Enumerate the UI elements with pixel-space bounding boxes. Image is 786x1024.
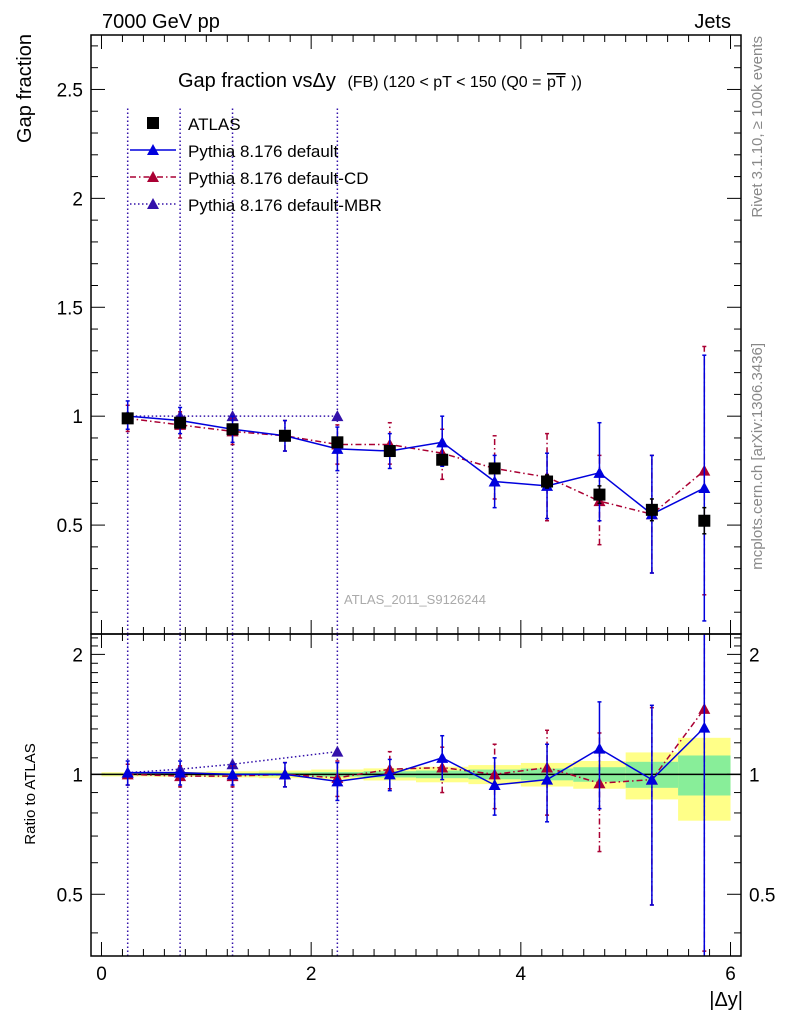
main-pythia-default-line bbox=[127, 415, 705, 516]
ratio-pythia-default-point bbox=[698, 721, 711, 733]
main-atlas-point bbox=[278, 429, 291, 442]
legend-label: ATLAS bbox=[188, 115, 241, 134]
ratio-ytick-label: 1 bbox=[72, 765, 83, 786]
ratio-pythia-default-point bbox=[121, 766, 134, 778]
main-pythia-default-point bbox=[698, 482, 711, 494]
ratio-ytick-label: 0.5 bbox=[57, 885, 83, 906]
header-left: 7000 GeV pp bbox=[102, 11, 220, 33]
legend-label: Pythia 8.176 default-MBR bbox=[188, 196, 382, 215]
main-ylabel: Gap fraction bbox=[14, 34, 36, 143]
ratio-pythia-default-point bbox=[331, 775, 344, 787]
ratio-ytick-label-right: 1 bbox=[749, 765, 760, 786]
legend: ATLAS Pythia 8.176 default Pythia 8.176 de… bbox=[130, 115, 382, 215]
ratio-ytick-label: 2 bbox=[72, 645, 83, 666]
main-title-overline: pT bbox=[547, 74, 566, 91]
main-ytick-label: 1.5 bbox=[57, 298, 83, 319]
main-ytick-label: 1 bbox=[72, 407, 83, 428]
ratio-pythia-default-point bbox=[488, 779, 501, 791]
main-ytick-label: 0.5 bbox=[57, 516, 83, 537]
main-title-end: )) bbox=[571, 74, 582, 91]
mcplots-label: mcplots.cern.ch [arXiv:1306.3436] bbox=[749, 343, 766, 570]
rivet-label: Rivet 3.1.10, ≥ 100k events bbox=[749, 36, 766, 218]
ratio-pythia-default-point bbox=[436, 751, 449, 763]
ratio-pythia-default-point bbox=[174, 766, 187, 778]
legend-label: Pythia 8.176 default bbox=[188, 142, 339, 161]
ratio-ytick-label-right: 2 bbox=[749, 645, 760, 666]
main-atlas-point bbox=[436, 453, 449, 466]
ratio-xtick-label: 2 bbox=[306, 964, 317, 985]
ratio-xlabel: |Δy| bbox=[709, 989, 743, 1011]
main-pythia-default-point bbox=[331, 442, 344, 454]
watermark: ATLAS_2011_S9126244 bbox=[344, 592, 486, 607]
main-pythia-default-mbr-point bbox=[331, 410, 344, 422]
main-atlas-point bbox=[645, 503, 658, 516]
legend-item-atlas: ATLAS bbox=[147, 115, 241, 134]
legend-item-pythia-default: Pythia 8.176 default bbox=[130, 142, 339, 161]
main-atlas-point bbox=[698, 514, 711, 527]
ratio-ytick-label-right: 0.5 bbox=[749, 885, 775, 906]
ratio-pythia-default-cd-series bbox=[121, 634, 711, 952]
main-atlas-point bbox=[488, 462, 501, 475]
legend-marker bbox=[147, 171, 159, 182]
main-atlas-point bbox=[331, 436, 344, 449]
main-atlas-point bbox=[383, 445, 396, 458]
ratio-pythia-default-point bbox=[383, 768, 396, 780]
ratio-pythia-default-cd-line bbox=[127, 708, 705, 784]
main-atlas-point bbox=[541, 475, 554, 488]
legend-marker bbox=[147, 144, 159, 155]
main-title-sub: (FB) (120 < pT < 150 (Q0 = bbox=[347, 74, 541, 91]
ratio-xtick-label: 6 bbox=[725, 964, 736, 985]
legend-item-pythia-default-cd: Pythia 8.176 default-CD bbox=[130, 169, 369, 188]
main-pythia-default-series bbox=[121, 354, 711, 622]
ratio-xtick-label: 0 bbox=[96, 964, 107, 985]
ratio-pythia-default-point bbox=[226, 768, 239, 780]
ratio-pythia-default-mbr-series bbox=[121, 634, 344, 956]
main-title-text: Gap fraction vsΔy bbox=[178, 70, 336, 92]
main-atlas-point bbox=[226, 423, 239, 436]
main-ytick-label: 2 bbox=[72, 189, 83, 210]
legend-item-pythia-default-mbr: Pythia 8.176 default-MBR bbox=[130, 196, 382, 215]
ratio-pythia-default-mbr-point bbox=[331, 745, 344, 757]
ratio-pythia-default-point bbox=[645, 773, 658, 785]
main-pythia-default-point bbox=[436, 436, 449, 448]
legend-marker bbox=[147, 117, 159, 129]
legend-label: Pythia 8.176 default-CD bbox=[188, 169, 369, 188]
main-atlas-point bbox=[174, 416, 187, 429]
main-pythia-default-cd-series bbox=[121, 345, 711, 596]
main-title: Gap fraction vsΔy (FB) (120 < pT < 150 (… bbox=[178, 70, 582, 92]
ratio-ylabel: Ratio to ATLAS bbox=[22, 743, 39, 844]
legend-marker bbox=[147, 198, 159, 209]
main-ytick-label: 2.5 bbox=[57, 80, 83, 101]
ratio-xtick-label: 4 bbox=[516, 964, 527, 985]
main-atlas-series bbox=[121, 412, 711, 535]
ratio-pythia-default-point bbox=[541, 773, 554, 785]
ratio-pythia-default-series bbox=[121, 634, 711, 956]
main-pythia-default-cd-line bbox=[127, 417, 705, 516]
main-pythia-default-point bbox=[488, 475, 501, 487]
main-atlas-point bbox=[593, 488, 606, 501]
ratio-pythia-default-line bbox=[127, 727, 705, 786]
ratio-pythia-default-point bbox=[593, 742, 606, 754]
header-right: Jets bbox=[694, 11, 731, 33]
main-pythia-default-point bbox=[593, 466, 606, 478]
ratio-pythia-default-point bbox=[278, 768, 291, 780]
main-atlas-point bbox=[121, 412, 134, 425]
